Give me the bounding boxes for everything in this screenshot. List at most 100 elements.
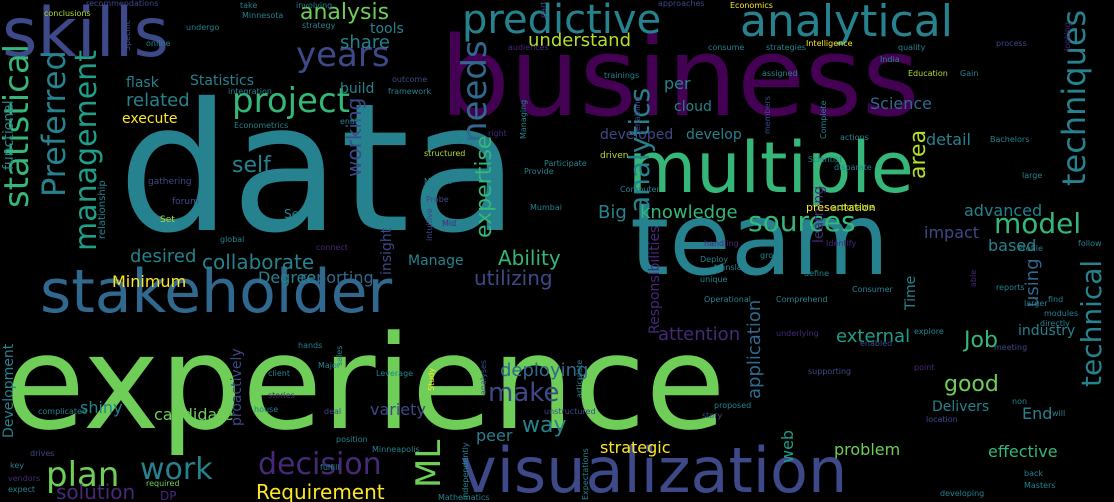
cloud-word: Computer	[620, 185, 660, 194]
cloud-word: Delivers	[932, 399, 990, 415]
cloud-word: developed	[600, 127, 674, 143]
cloud-word: connect	[316, 243, 348, 252]
cloud-word: strategy	[302, 21, 336, 30]
cloud-word: Leverage	[376, 369, 414, 378]
cloud-word: structured	[424, 149, 466, 158]
cloud-word: Manage	[408, 253, 464, 269]
cloud-word: Managing	[519, 99, 528, 139]
cloud-word: involving	[296, 1, 333, 10]
cloud-word: Complete	[819, 100, 828, 139]
cloud-word: non	[1012, 397, 1028, 406]
cloud-word: deploying	[500, 360, 589, 381]
cloud-word: advanced	[964, 201, 1043, 220]
cloud-word: proactively	[229, 348, 245, 426]
cloud-word: years	[296, 35, 390, 75]
cloud-word: expertise	[472, 135, 497, 238]
cloud-word: Bachelors	[990, 135, 1030, 144]
cloud-word: integration	[228, 87, 272, 96]
cloud-word: strategies	[766, 43, 806, 52]
cloud-word: problem	[834, 440, 901, 459]
cloud-word: learning	[811, 185, 827, 243]
cloud-word: Science	[870, 94, 933, 113]
cloud-word: find	[1048, 295, 1064, 304]
cloud-word: undergo	[186, 23, 220, 32]
cloud-word: Market	[424, 177, 452, 186]
cloud-word: experience	[5, 307, 726, 459]
cloud-word: global	[220, 235, 245, 244]
cloud-word: expect	[8, 485, 36, 494]
cloud-word: relationship	[97, 180, 108, 239]
cloud-word: enabled	[860, 339, 893, 348]
cloud-word: stakeholder	[40, 257, 393, 327]
cloud-word: larger	[1024, 299, 1048, 308]
cloud-word: client	[268, 369, 290, 378]
cloud-word: related	[126, 90, 190, 111]
cloud-word: reporting	[300, 268, 374, 287]
cloud-word: analytical	[740, 0, 953, 47]
cloud-word: Identify	[826, 239, 857, 248]
cloud-word: meeting	[994, 343, 1028, 352]
cloud-word: complicated	[38, 407, 88, 416]
cloud-word: web	[778, 429, 797, 463]
cloud-word: drives	[30, 449, 55, 458]
cloud-word: group	[760, 251, 784, 260]
cloud-word: insight	[379, 227, 395, 275]
cloud-word: independently	[461, 442, 470, 500]
cloud-word: Mathematics	[438, 493, 490, 502]
cloud-word: skills	[2, 0, 169, 73]
cloud-word: gathering	[148, 177, 192, 187]
cloud-word: Time	[903, 275, 919, 310]
cloud-word: unstructured	[544, 407, 596, 416]
cloud-word: model	[994, 207, 1082, 240]
cloud-word: strategic	[600, 438, 671, 457]
cloud-word: actionable	[832, 203, 874, 212]
cloud-word: supporting	[808, 367, 852, 376]
cloud-word: Provide	[524, 167, 554, 176]
cloud-word: forum	[172, 197, 199, 207]
cloud-word: visualization	[460, 434, 848, 502]
cloud-word: Probe	[426, 195, 449, 204]
cloud-word: business	[440, 13, 920, 141]
cloud-word: project	[232, 81, 351, 121]
cloud-word: tools	[370, 21, 404, 37]
cloud-word: sources	[748, 205, 856, 238]
cloud-word: data	[118, 65, 519, 272]
cloud-word: Minneapolis	[372, 445, 420, 454]
cloud-word: trainings	[604, 71, 640, 80]
cloud-word: Gain	[960, 69, 979, 78]
cloud-word: End	[1022, 404, 1053, 423]
cloud-word: Mid	[442, 219, 457, 228]
cloud-word: flask	[126, 75, 159, 91]
cloud-word: Major	[318, 361, 341, 370]
cloud-word: Mumbai	[530, 203, 562, 212]
cloud-word: required	[146, 479, 180, 488]
cloud-word: outcome	[392, 75, 428, 84]
cloud-word: Preferred	[35, 50, 73, 197]
cloud-word: variety	[370, 400, 426, 419]
cloud-word: peer	[476, 426, 513, 445]
cloud-word: vendors	[8, 474, 41, 483]
cloud-word: intuitive	[425, 208, 434, 241]
cloud-word: underlying	[776, 329, 819, 338]
cloud-word: Intelligence	[806, 39, 853, 48]
cloud-word: desired	[130, 246, 197, 267]
cloud-word: explore	[914, 327, 944, 336]
cloud-word: execute	[122, 111, 178, 127]
cloud-word: decision	[258, 447, 382, 482]
cloud-word: large	[1022, 171, 1043, 180]
cloud-word: follow	[1078, 239, 1102, 248]
cloud-word: fulfill	[320, 463, 340, 472]
cloud-word: industry	[1018, 323, 1076, 339]
cloud-word: utilizing	[474, 266, 553, 290]
cloud-word: shiny	[80, 398, 123, 417]
cloud-word: driven	[600, 151, 629, 161]
cloud-word: unique	[700, 275, 728, 284]
cloud-word: effective	[988, 442, 1058, 461]
cloud-word: Scientist	[808, 155, 843, 164]
cloud-word: Expectations	[581, 448, 590, 500]
cloud-word: impact	[924, 223, 980, 242]
cloud-word: house	[254, 405, 279, 414]
cloud-word: able	[969, 269, 978, 287]
cloud-word: enable	[340, 117, 368, 126]
cloud-word: articulate	[575, 359, 584, 398]
